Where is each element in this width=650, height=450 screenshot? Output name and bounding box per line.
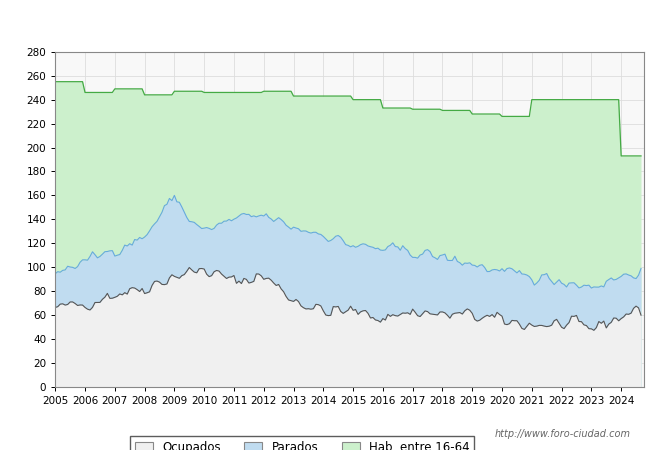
Legend: Ocupados, Parados, Hab. entre 16-64: Ocupados, Parados, Hab. entre 16-64 [130,436,474,450]
Text: Vianos - Evolucion de la poblacion en edad de Trabajar Septiembre de 2024: Vianos - Evolucion de la poblacion en ed… [62,17,588,31]
Text: http://www.foro-ciudad.com: http://www.foro-ciudad.com [495,429,630,439]
